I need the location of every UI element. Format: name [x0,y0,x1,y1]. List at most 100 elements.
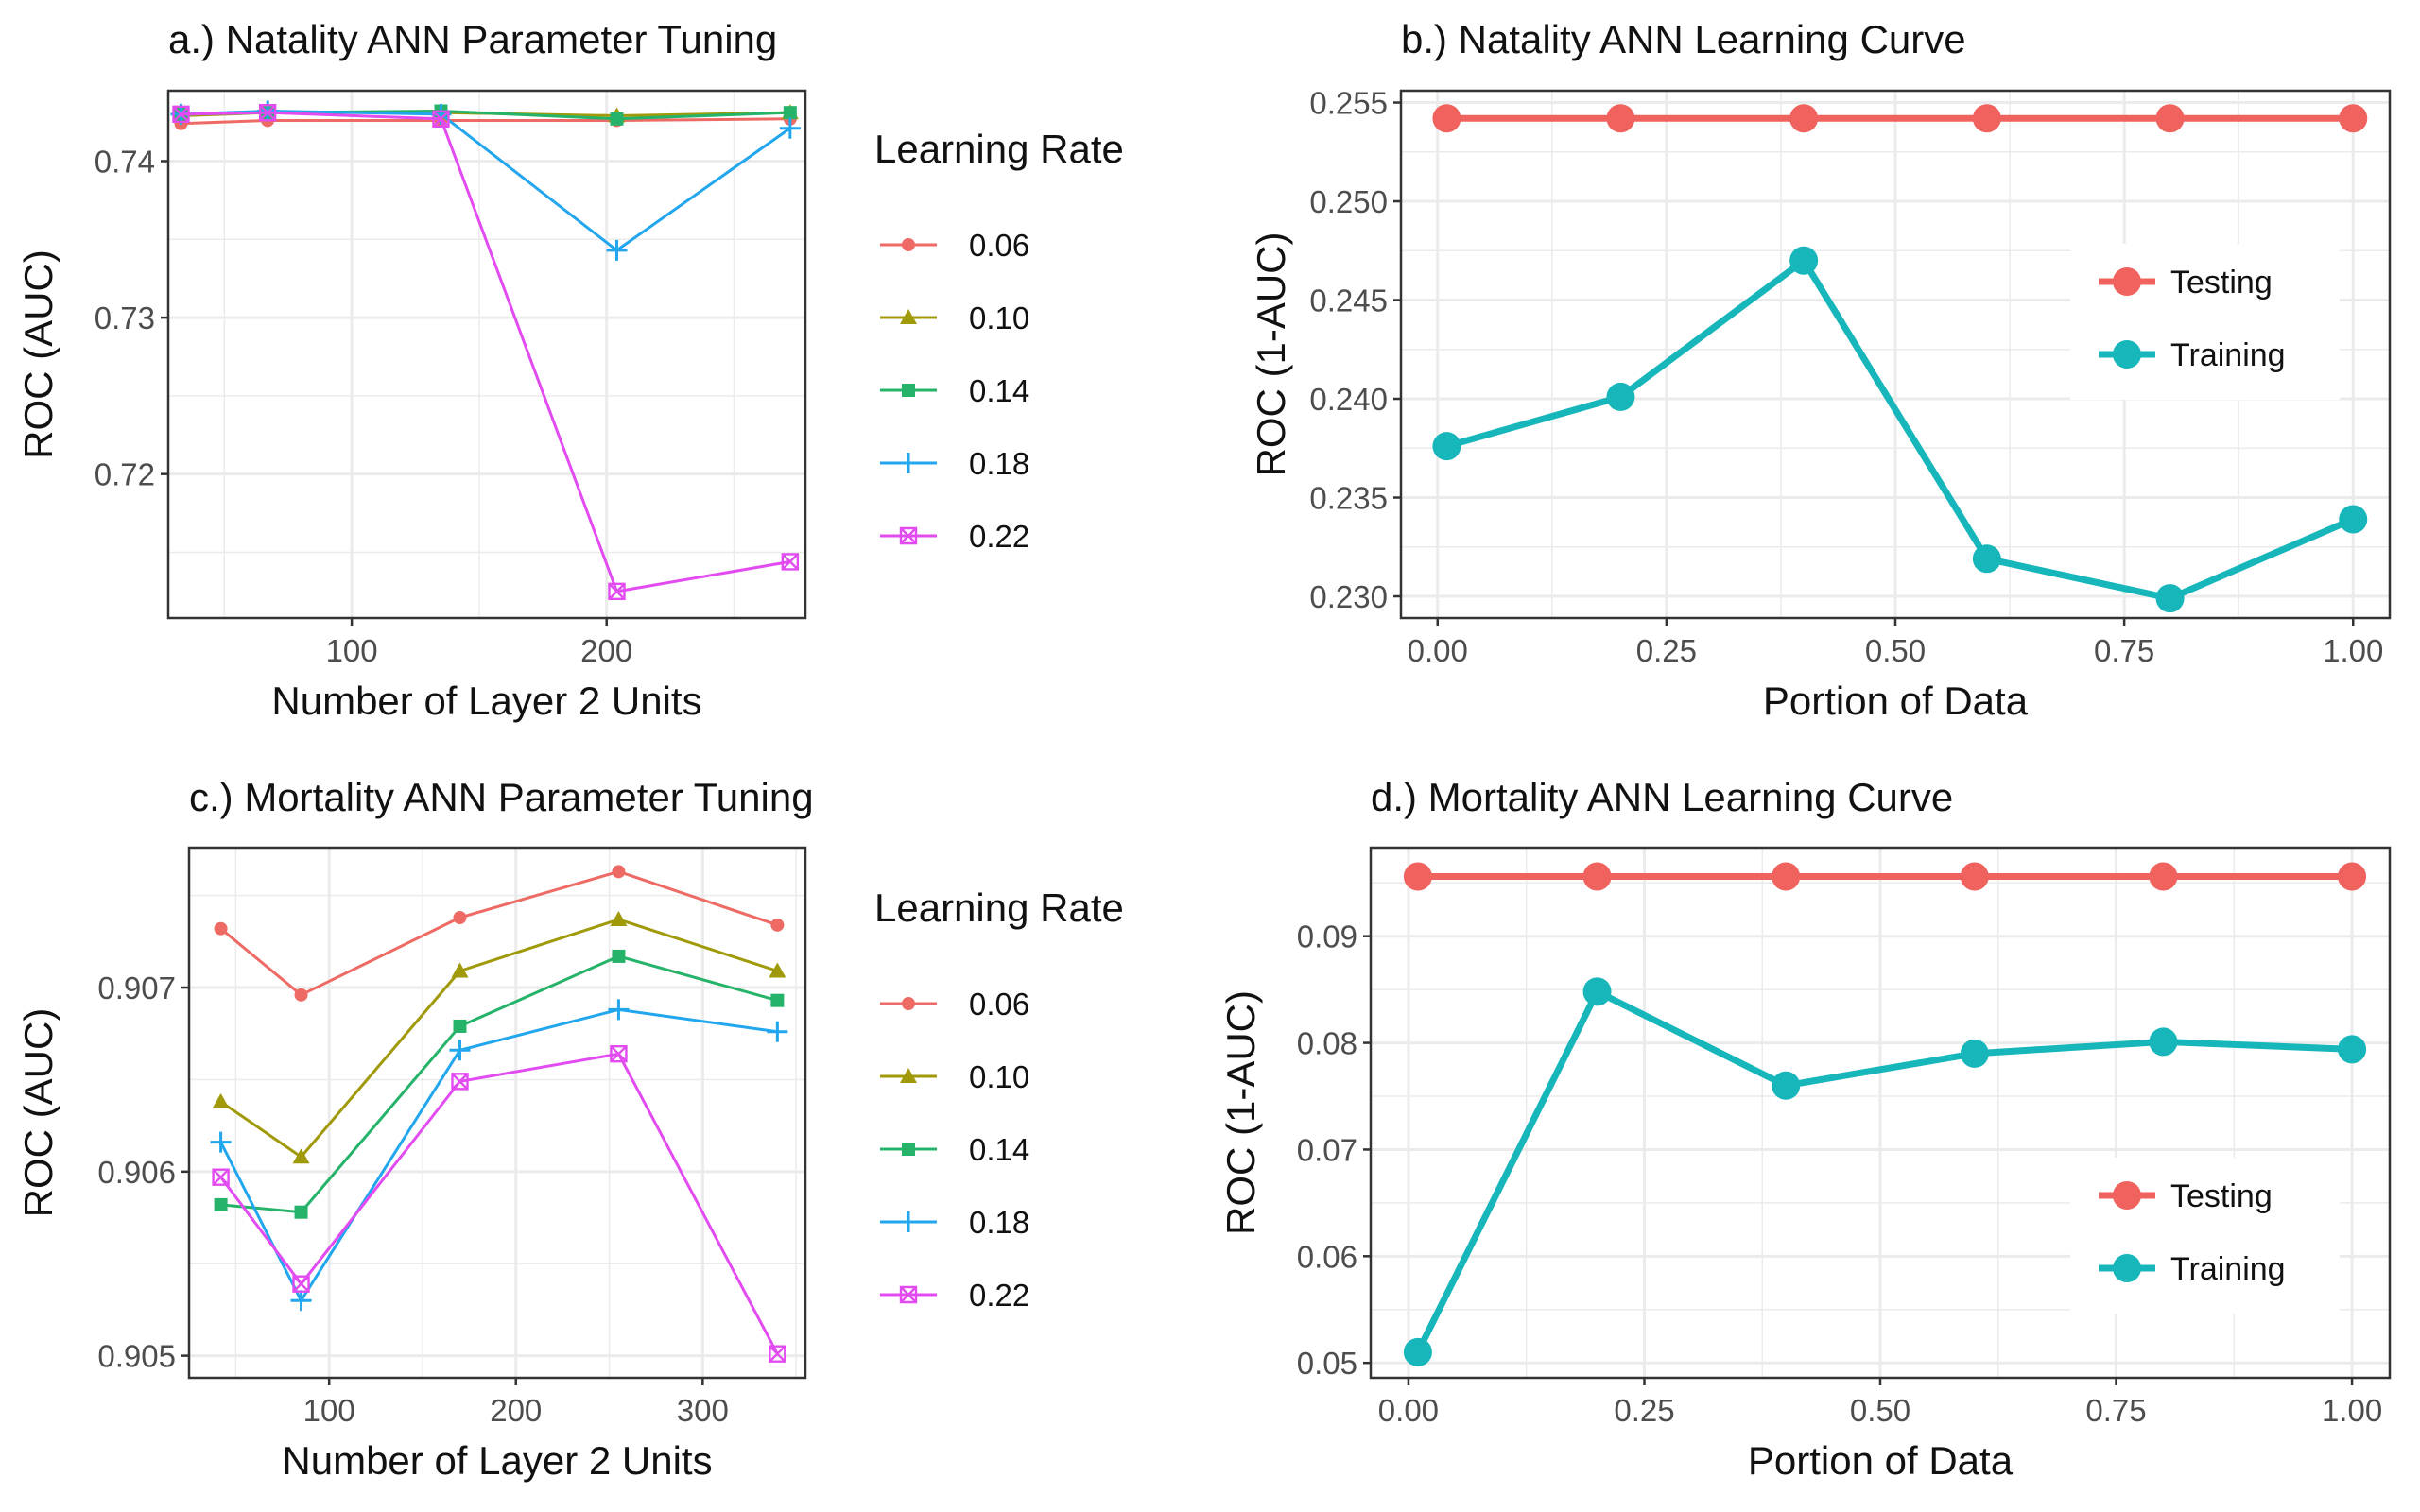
data-point [1960,1039,1989,1068]
data-point [2155,584,2185,613]
data-point [1403,1337,1432,1366]
legend-label: 0.22 [969,1278,1029,1313]
legend-label: Testing [2170,265,2273,301]
y-tick-label: 0.74 [95,145,155,180]
legend-label: 0.10 [969,1059,1029,1094]
data-point [610,112,624,126]
legend-key-marker [900,309,917,324]
y-tick-label: 0.250 [1309,184,1388,219]
data-point [767,1021,788,1042]
chart-title: d.) Mortality ANN Learning Curve [1371,775,1953,819]
data-point [214,1197,228,1211]
x-axis-title: Number of Layer 2 Units [271,679,701,723]
series-line [1414,988,2353,1354]
data-point [610,910,628,926]
data-point [1772,862,1801,891]
y-tick-label: 0.230 [1309,579,1388,614]
data-point [210,1131,232,1153]
legend-key-marker [900,1068,917,1083]
chart-title: b.) Natality ANN Learning Curve [1401,17,1966,61]
x-tick-label: 1.00 [2323,633,2383,668]
panel-border [187,846,807,1380]
data-point [783,106,797,120]
legend: Testing Training [2070,244,2340,400]
x-axis-title: Number of Layer 2 Units [282,1438,712,1483]
data-point [258,103,277,122]
data-point [769,1345,786,1363]
y-tick-label: 0.05 [1297,1346,1357,1381]
legend-label: Training [2170,1251,2286,1287]
gridlines [168,91,805,618]
data-point [2339,104,2368,133]
chart-panel-2: b.) Natality ANN Learning Curve 0.00 0.25 0… [1249,17,2392,723]
x-tick-label: 0.25 [1614,1393,1674,1428]
y-tick-label: 0.906 [97,1155,176,1190]
x-tick-label: 0.00 [1408,633,1468,668]
data-point [1582,862,1612,891]
data-point [292,1148,310,1164]
legend-title: Learning Rate [874,885,1124,930]
data-point [449,1040,471,1061]
series-0.22 [172,103,800,601]
y-axis-title: ROC (AUC) [16,1008,60,1218]
series-0.10 [212,910,786,1164]
legend: Testing Training [2070,1158,2340,1314]
data-point [608,999,630,1021]
data-point [770,993,785,1007]
data-point [1606,104,1635,133]
data-point [212,1168,230,1186]
legend-label: 0.18 [969,446,1029,481]
data-point [292,1275,310,1293]
legend-label: Training [2170,337,2286,373]
gridlines [189,848,805,1378]
legend-key-marker [898,453,919,473]
legend-key-marker [902,997,915,1010]
data-point [770,918,785,932]
data-point [290,1290,312,1312]
data-point [2338,862,2367,891]
data-point [294,1205,308,1219]
series-Training [1432,246,2368,613]
data-point [2155,104,2185,133]
data-point [451,1073,469,1091]
legend-key-marker [2113,1181,2141,1210]
x-tick-label: 0.50 [1850,1393,1910,1428]
y-tick-label: 0.905 [97,1339,176,1374]
legend-label: 0.18 [969,1205,1029,1240]
x-tick-label: 0.00 [1378,1393,1439,1428]
data-point [453,911,467,925]
y-tick-label: 0.240 [1309,382,1388,417]
y-tick-label: 0.72 [95,457,155,492]
data-point [172,105,190,124]
series-Training [1403,977,2367,1366]
series-0.22 [212,1044,786,1363]
x-tick-label: 200 [490,1393,542,1428]
legend-key-marker [899,1285,918,1304]
series-line [1445,257,2355,602]
x-tick-label: 0.75 [2094,633,2154,668]
legend-label: 0.22 [969,519,1029,554]
chart-panel-4: d.) Mortality ANN Learning Curve 0.00 0.25… [1219,775,2392,1483]
data-point [1972,104,2001,133]
legend-key-marker [898,1211,919,1232]
x-tick-label: 300 [677,1393,729,1428]
data-point [1403,862,1432,891]
y-tick-label: 0.255 [1309,86,1388,121]
data-point [212,1092,230,1108]
x-tick-label: 200 [580,633,632,668]
chart-title: a.) Natality ANN Parameter Tuning [168,17,777,61]
legend-box [2070,1158,2340,1314]
legend-key-marker [2113,1254,2141,1282]
data-point [214,921,228,936]
legend-label: 0.10 [969,301,1029,335]
legend-label: 0.14 [969,373,1029,408]
y-tick-label: 0.907 [97,971,176,1005]
legend-label: 0.14 [969,1132,1029,1167]
chart-panel-1: a.) Natality ANN Parameter Tuning 100 200 0… [16,17,1124,723]
data-point [781,553,800,571]
data-point [610,1044,628,1063]
legend-title: Learning Rate [874,127,1124,171]
x-tick-label: 0.50 [1865,633,1926,668]
data-point [2149,862,2178,891]
